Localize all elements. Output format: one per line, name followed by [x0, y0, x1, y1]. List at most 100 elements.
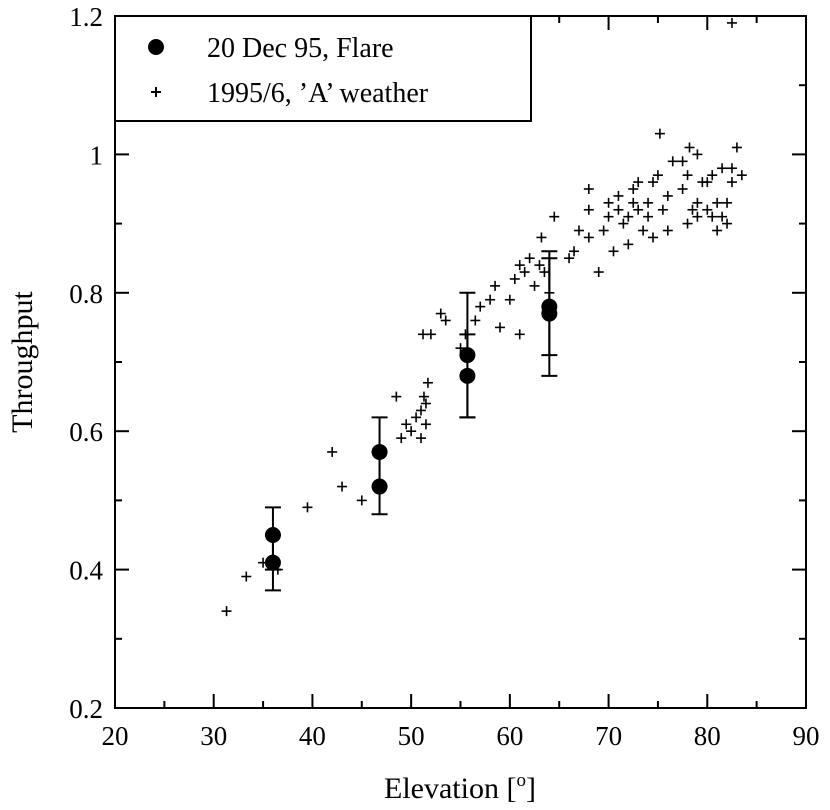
data-point-plus: [684, 142, 695, 153]
series-a-weather: [221, 17, 747, 617]
data-point-circle: [264, 527, 281, 543]
x-axis-title-main: Elevation [: [384, 772, 516, 805]
data-point-plus: [475, 301, 486, 312]
data-point-plus: [416, 405, 427, 416]
data-point-plus: [529, 280, 540, 291]
data-point-plus: [712, 197, 723, 208]
data-point-plus: [549, 211, 560, 222]
x-tick-label: 30: [200, 721, 227, 751]
data-point-plus: [460, 329, 471, 340]
data-point-plus: [391, 391, 402, 402]
y-tick-label: 1: [90, 140, 104, 170]
data-point-plus: [736, 170, 747, 181]
data-point-plus: [717, 211, 728, 222]
data-point-plus: [569, 246, 580, 257]
data-point-plus: [633, 177, 644, 188]
data-point-plus: [396, 433, 407, 444]
data-point-plus: [509, 273, 520, 284]
data-point-circle: [371, 443, 388, 460]
data-point-plus: [490, 280, 501, 291]
data-point-plus: [682, 170, 693, 181]
data-point-plus: [564, 253, 575, 264]
x-tick-label: 70: [595, 721, 622, 751]
data-point-plus: [435, 308, 446, 319]
x-tick-label: 80: [694, 721, 721, 751]
data-point-plus: [647, 177, 658, 188]
data-point-plus: [425, 329, 436, 340]
error-bars: [264, 250, 558, 592]
data-point-plus: [726, 177, 737, 188]
data-point-plus: [717, 163, 728, 174]
x-axis-title: Elevation [o]: [384, 770, 536, 805]
data-point-plus: [613, 204, 624, 215]
data-point-plus: [677, 156, 688, 167]
x-tick-label: 60: [496, 721, 523, 751]
data-point-plus: [583, 184, 594, 194]
data-point-plus: [628, 197, 639, 208]
tick-labels: 20 30 40 50 60 70 80 90 0.2 0.4 0.6 0.8 1 1.2: [69, 2, 819, 751]
y-tick-label: 0.2: [69, 694, 103, 724]
data-point-plus: [677, 184, 688, 194]
data-point-plus: [652, 170, 663, 181]
data-point-plus: [662, 225, 673, 236]
legend: 20 Dec 95, Flare 1995/6, ’A’ weather: [114, 15, 532, 122]
legend-box: [114, 15, 532, 122]
data-point-plus: [682, 218, 693, 229]
data-point-circle: [459, 367, 476, 384]
y-tick-label: 0.6: [69, 417, 103, 447]
series-flare: [264, 298, 558, 571]
data-point-plus: [539, 267, 550, 278]
data-point-plus: [731, 142, 742, 153]
data-point-plus: [722, 197, 733, 208]
data-point-plus: [337, 481, 348, 492]
data-point-plus: [494, 322, 505, 333]
data-point-plus: [654, 128, 665, 139]
data-point-plus: [221, 606, 232, 617]
data-point-plus: [726, 163, 737, 174]
data-point-plus: [440, 315, 451, 326]
data-point-plus: [692, 211, 703, 222]
data-point-plus: [702, 177, 713, 188]
data-point-plus: [643, 211, 654, 222]
x-tick-label: 40: [299, 721, 326, 751]
data-point-plus: [687, 204, 698, 215]
y-axis-title: Throughput: [6, 291, 39, 433]
data-point-plus: [628, 184, 639, 194]
x-axis-title-sup: o: [516, 770, 526, 791]
y-tick-label: 0.8: [69, 279, 103, 309]
legend-flare-marker: [148, 39, 164, 55]
data-point-plus: [422, 377, 433, 388]
data-point-plus: [416, 433, 427, 444]
data-point-plus: [613, 190, 624, 201]
data-point-plus: [485, 294, 496, 305]
data-point-plus: [603, 211, 614, 222]
data-point-plus: [411, 412, 422, 423]
data-point-plus: [583, 232, 594, 243]
legend-flare-label: 20 Dec 95, Flare: [207, 33, 394, 64]
legend-weather-marker: [151, 87, 161, 97]
x-tick-label: 50: [398, 721, 425, 751]
data-point-plus: [593, 267, 604, 278]
data-point-plus: [583, 204, 594, 215]
data-point-plus: [573, 225, 584, 236]
data-point-plus: [623, 211, 634, 222]
data-point-plus: [534, 260, 545, 271]
data-point-plus: [608, 246, 619, 257]
data-point-plus: [643, 197, 654, 208]
data-point-plus: [420, 398, 431, 409]
x-axis-title-close: ]: [526, 772, 536, 805]
data-point-plus: [667, 156, 678, 167]
data-point-plus: [702, 204, 713, 215]
data-point-plus: [692, 197, 703, 208]
data-point-plus: [722, 218, 733, 229]
data-point-plus: [241, 571, 252, 582]
data-point-plus: [302, 502, 313, 513]
data-point-circle: [264, 554, 281, 571]
data-point-plus: [420, 419, 431, 430]
data-point-circle: [541, 305, 558, 322]
x-tick-label: 90: [793, 721, 820, 751]
data-point-plus: [406, 426, 417, 437]
data-point-plus: [692, 149, 703, 160]
data-point-plus: [514, 329, 525, 340]
